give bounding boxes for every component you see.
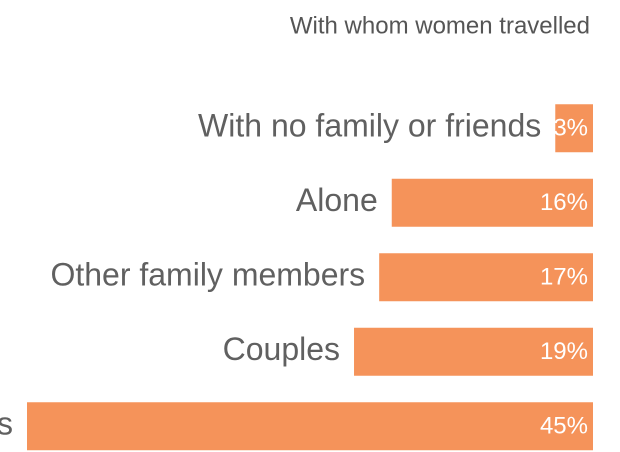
value-label: 16%: [540, 189, 588, 216]
category-label: With no family or friends: [198, 108, 541, 144]
value-label: 17%: [540, 264, 588, 291]
category-label: Couples: [223, 331, 340, 367]
chart-subtitle: With whom women travelled: [290, 12, 590, 39]
bar: [555, 104, 593, 153]
value-label: 45%: [540, 413, 588, 440]
category-label: Other family members: [50, 257, 365, 293]
bar: [379, 253, 593, 302]
category-label: Alone: [296, 182, 378, 218]
value-label: 19%: [540, 338, 588, 365]
value-label: 3%: [553, 115, 588, 142]
bar: [27, 402, 593, 451]
category-label: s: [0, 406, 13, 442]
bar: [391, 178, 593, 227]
bar: [354, 327, 593, 376]
